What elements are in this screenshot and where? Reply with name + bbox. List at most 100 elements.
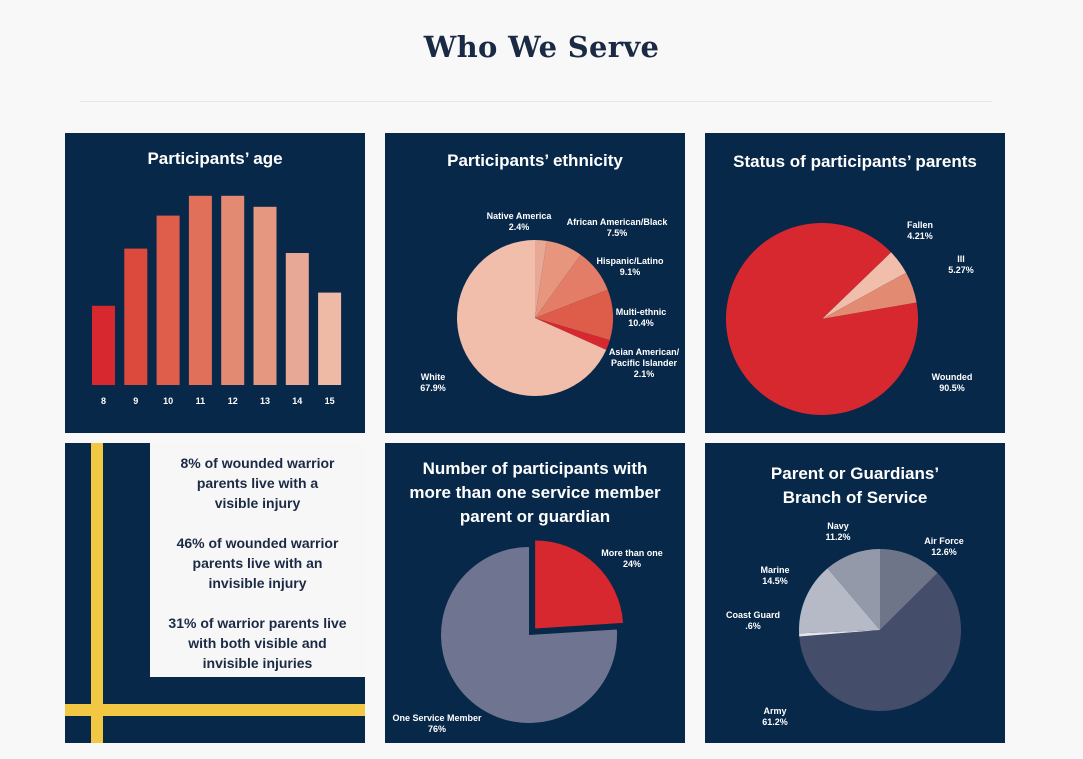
pie-slice-asian-american-pacific-islander xyxy=(535,318,610,350)
title-line: more than one service member xyxy=(409,483,661,502)
pie-label-name: Multi-ethnic xyxy=(616,307,667,317)
pie-slice-coast-guard xyxy=(799,630,880,637)
age-bar-12 xyxy=(221,195,245,385)
pie-label-coast-guard: Coast Guard.6% xyxy=(726,610,780,631)
pie-label-name: White xyxy=(421,372,446,382)
branch-chart-title: Parent or Guardians’ Branch of Service xyxy=(705,462,1005,510)
age-tick-label: 12 xyxy=(228,396,238,406)
age-tick-label: 8 xyxy=(101,396,106,406)
pie-slice-fallen xyxy=(822,252,907,319)
pie-label-value: 76% xyxy=(428,724,446,734)
pie-slice-navy xyxy=(827,549,880,630)
age-bar-14 xyxy=(285,253,309,385)
ethnicity-chart-panel: Participants’ ethnicity Native America 2.… xyxy=(385,133,685,433)
page-title: Who We Serve xyxy=(423,30,660,64)
stat-line: 31% of warrior parents live xyxy=(168,615,347,631)
visible-injury-stat: 8% of wounded warrior parents live with … xyxy=(150,453,365,513)
age-bar-chart: 8 9 10 11 12 13 14 15 xyxy=(92,195,342,406)
age-bar-15 xyxy=(318,292,342,385)
pie-slice-african-american-black xyxy=(535,240,581,318)
pie-label-value: 7.5% xyxy=(607,228,628,238)
pie-label-name: One Service Member xyxy=(392,713,482,723)
age-bar-11 xyxy=(188,195,212,385)
pie-label-value: .6% xyxy=(745,621,761,631)
age-bar-10 xyxy=(156,215,180,385)
title-line: Parent or Guardians’ xyxy=(770,464,940,483)
pie-label-name: Native America xyxy=(487,211,553,221)
age-tick-label: 15 xyxy=(325,396,335,406)
pie-slice-multi-ethnic xyxy=(535,289,614,341)
pie-label-name: Hispanic/Latino xyxy=(596,256,664,266)
pie-label-name: Coast Guard xyxy=(726,610,780,620)
pie-label-value: 67.9% xyxy=(420,383,446,393)
title-line: Number of participants with xyxy=(422,459,648,478)
pie-label-value: 9.1% xyxy=(620,267,641,277)
pie-label-name: Fallen xyxy=(907,220,933,230)
pie-label-name: African American/Black xyxy=(567,217,669,227)
invisible-injury-stat: 46% of wounded warrior parents live with… xyxy=(150,533,365,593)
decorative-gold-horizontal-bar xyxy=(65,704,365,716)
stat-line: invisible injury xyxy=(208,575,307,591)
stat-line: 46% of wounded warrior xyxy=(176,535,339,551)
title-line: Branch of Service xyxy=(782,488,928,507)
pie-slice-wounded xyxy=(725,222,918,415)
stat-line: visible injury xyxy=(214,495,301,511)
stat-line: invisible injuries xyxy=(202,655,313,671)
pie-label-value: 14.5% xyxy=(762,576,788,586)
stat-line: parents live with a xyxy=(196,475,319,491)
both-injuries-stat: 31% of warrior parents live with both vi… xyxy=(150,613,365,673)
pie-label-name: Navy xyxy=(827,521,849,531)
pie-label-name: Marine xyxy=(760,565,789,575)
pie-label-value: 10.4% xyxy=(628,318,654,328)
pie-label-value: 11.2% xyxy=(825,532,850,542)
pie-label-value: 24% xyxy=(623,559,641,569)
pie-slice-white xyxy=(457,240,607,396)
pie-slice-hispanic-latino xyxy=(535,254,608,318)
parent-status-chart-title: Status of participants’ parents xyxy=(733,152,977,171)
age-chart-panel: Participants’ age 8 9 10 11 12 13 14 15 xyxy=(65,133,365,433)
pie-slice-army xyxy=(799,573,962,711)
pie-label-value: 12.6% xyxy=(931,547,957,557)
pie-slice-ill xyxy=(822,272,917,319)
pie-slice-marine xyxy=(798,568,880,634)
title-divider xyxy=(80,101,992,102)
title-line: parent or guardian xyxy=(459,507,611,526)
pie-slice-one-service-member xyxy=(441,547,618,723)
pie-label-name: Pacific Islander xyxy=(611,358,678,368)
age-bar-9 xyxy=(124,248,148,385)
age-chart-title: Participants’ age xyxy=(147,149,283,168)
pie-label-value: 5.27% xyxy=(948,265,974,275)
stat-line: 8% of wounded warrior xyxy=(180,455,335,471)
pie-label-name: Wounded xyxy=(932,372,973,382)
pie-label-value: 2.1% xyxy=(634,369,655,379)
pie-label-name: Asian American/ xyxy=(609,347,680,357)
age-bar-8 xyxy=(92,305,115,385)
pie-label-value: 61.2% xyxy=(762,717,788,727)
pie-label-value: 2.4% xyxy=(509,222,530,232)
age-tick-label: 10 xyxy=(163,396,173,406)
multi-parent-chart-panel: Number of participants with more than on… xyxy=(385,443,685,743)
parent-status-chart-panel: Status of participants’ parents Fallen 4.… xyxy=(705,133,1005,433)
pie-label-value: 4.21% xyxy=(907,231,933,241)
pie-slice-air-force xyxy=(880,549,938,630)
pie-slice-native-america xyxy=(535,240,547,318)
injury-stats-panel: 8% of wounded warrior parents live with … xyxy=(65,443,365,743)
pie-label-name: Army xyxy=(763,706,786,716)
